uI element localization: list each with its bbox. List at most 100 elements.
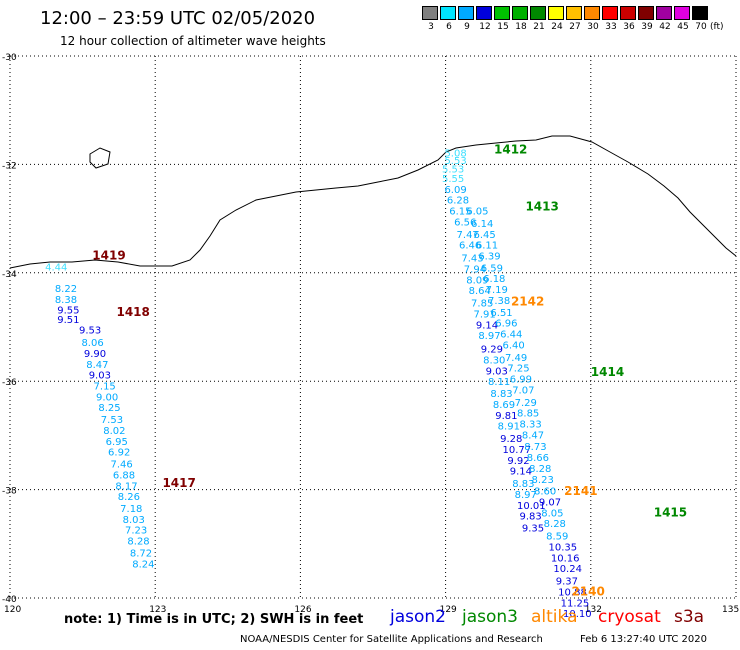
- wave-height-value: 8.60: [534, 487, 556, 498]
- lat-tick-label: -32: [2, 161, 17, 171]
- wave-height-value: 6.59: [481, 263, 503, 274]
- wave-height-value: 8.06: [81, 338, 103, 349]
- wave-height-value: 6.45: [473, 230, 495, 241]
- wave-height-value: 7.46: [110, 460, 132, 471]
- wave-height-value: 8.23: [532, 475, 554, 486]
- wave-height-value: 6.40: [503, 340, 525, 351]
- wave-height-value: 6.96: [495, 319, 517, 330]
- pass-number-label: 2140: [571, 584, 604, 598]
- wave-height-value: 8.17: [115, 481, 137, 492]
- pass-number-label: 1412: [494, 143, 527, 157]
- wave-height-value: 8.03: [123, 515, 145, 526]
- pass-number-label: 1419: [92, 248, 125, 262]
- wave-height-value: 7.23: [125, 526, 147, 537]
- lat-tick-label: -34: [2, 270, 17, 280]
- lat-tick-label: -40: [2, 595, 17, 605]
- wave-height-value: 8.02: [103, 426, 125, 437]
- wave-height-value: 9.83: [519, 512, 541, 523]
- lon-tick-label: 135: [722, 605, 739, 615]
- wave-height-value: 9.53: [79, 326, 101, 337]
- wave-height-value: 8.85: [517, 409, 539, 420]
- wave-height-value: 8.33: [519, 419, 541, 430]
- wave-height-map: 120 123 126 129 132 135-30-32-34-36-38-40 4.4…: [0, 0, 740, 650]
- wave-height-value: 6.99: [510, 374, 532, 385]
- sat-jason2-label: jason2: [390, 607, 446, 627]
- wave-height-value: 7.53: [101, 415, 123, 426]
- wave-height-value: 8.28: [529, 464, 551, 475]
- pass-number-label: 1414: [591, 365, 624, 379]
- wave-height-value: 6.11: [476, 241, 498, 252]
- sat-altika-label: altika: [531, 607, 578, 627]
- wave-height-value: 8.97: [478, 331, 500, 342]
- wave-height-value: 6.28: [447, 196, 469, 207]
- wave-height-value: 9.29: [481, 345, 503, 356]
- wave-height-value: 9.90: [84, 349, 106, 360]
- wave-height-value: 8.73: [524, 442, 546, 453]
- wave-height-value: 9.81: [495, 411, 517, 422]
- wave-height-value: 7.07: [512, 385, 534, 396]
- wave-height-value: 8.38: [55, 295, 77, 306]
- sat-cryosat-label: cryosat: [598, 607, 661, 627]
- wave-height-value: 10.16: [551, 553, 580, 564]
- wave-height-value: 8.11: [488, 377, 510, 388]
- wave-height-value: 8.47: [522, 430, 544, 441]
- sat-jason3-label: jason3: [462, 607, 518, 627]
- wave-height-value: 6.92: [108, 448, 130, 459]
- wave-height-value: 9.35: [522, 524, 544, 535]
- wave-height-value: 10.35: [549, 543, 578, 554]
- wave-height-value: 8.83: [490, 389, 512, 400]
- satellite-tracks: 4.448.228.389.559.519.538.069.908.479.03…: [45, 148, 592, 620]
- wave-height-value: 8.22: [55, 284, 77, 295]
- wave-height-value: 7.29: [515, 398, 537, 409]
- wave-height-value: 6.44: [500, 330, 522, 341]
- wave-height-value: 6.39: [478, 251, 500, 262]
- wave-height-value: 10.24: [553, 564, 582, 575]
- wave-height-value: 6.14: [471, 219, 493, 230]
- wave-height-value: 8.26: [118, 492, 140, 503]
- wave-height-value: 6.09: [444, 185, 466, 196]
- wave-height-value: 4.44: [45, 262, 67, 273]
- wave-height-value: 9.51: [57, 315, 79, 326]
- wave-height-value: 7.19: [486, 285, 508, 296]
- wave-height-value: 9.28: [500, 434, 522, 445]
- wave-height-value: 8.28: [544, 519, 566, 530]
- wave-height-value: 8.69: [493, 400, 515, 411]
- wave-height-value: 6.18: [483, 274, 505, 285]
- footer-credit: NOAA/NESDIS Center for Satellite Applica…: [240, 634, 543, 645]
- wave-height-value: 9.00: [96, 392, 118, 403]
- wave-height-value: 7.18: [120, 504, 142, 515]
- pass-labels: 1419 1418 1417 1412 1413 2142 1414 2141 1415 2140: [92, 143, 687, 599]
- pass-number-label: 2141: [564, 484, 597, 498]
- pass-number-label: 1418: [116, 305, 149, 319]
- lat-tick-label: -30: [2, 53, 17, 63]
- pass-number-label: 1413: [525, 199, 558, 213]
- wave-height-value: 8.25: [98, 403, 120, 414]
- wave-height-value: 7.49: [505, 353, 527, 364]
- wave-height-value: 7.25: [507, 364, 529, 375]
- pass-number-label: 2142: [511, 294, 544, 308]
- wave-height-value: 9.03: [89, 371, 111, 382]
- lon-tick-label: 120: [4, 605, 21, 615]
- wave-height-value: 8.72: [130, 548, 152, 559]
- wave-height-value: 8.59: [546, 532, 568, 543]
- wave-height-value: 8.28: [127, 537, 149, 548]
- lat-tick-label: -38: [2, 487, 17, 497]
- pass-number-label: 1415: [654, 506, 687, 520]
- wave-height-value: 8.66: [527, 453, 549, 464]
- axis-tick-labels: 120 123 126 129 132 135 -30 -32 -34 -36 -38 -40: [2, 53, 739, 615]
- footer-note: note: 1) Time is in UTC; 2) SWH is in fe…: [64, 612, 363, 627]
- wave-height-value: 9.07: [539, 498, 561, 509]
- wave-height-value: 6.95: [106, 437, 128, 448]
- wave-height-value: 6.88: [113, 470, 135, 481]
- wave-height-value: 8.47: [86, 360, 108, 371]
- island-outline: [90, 148, 110, 168]
- wave-height-value: 8.91: [498, 422, 520, 433]
- wave-height-value: 5.55: [442, 174, 464, 185]
- wave-height-value: 6.51: [490, 308, 512, 319]
- lat-tick-label: -36: [2, 378, 17, 388]
- pass-number-label: 1417: [162, 476, 195, 490]
- wave-height-value: 8.05: [541, 508, 563, 519]
- lat-lon-grid: [10, 56, 736, 598]
- wave-height-value: 8.30: [483, 356, 505, 367]
- sat-s3a-label: s3a: [674, 607, 704, 627]
